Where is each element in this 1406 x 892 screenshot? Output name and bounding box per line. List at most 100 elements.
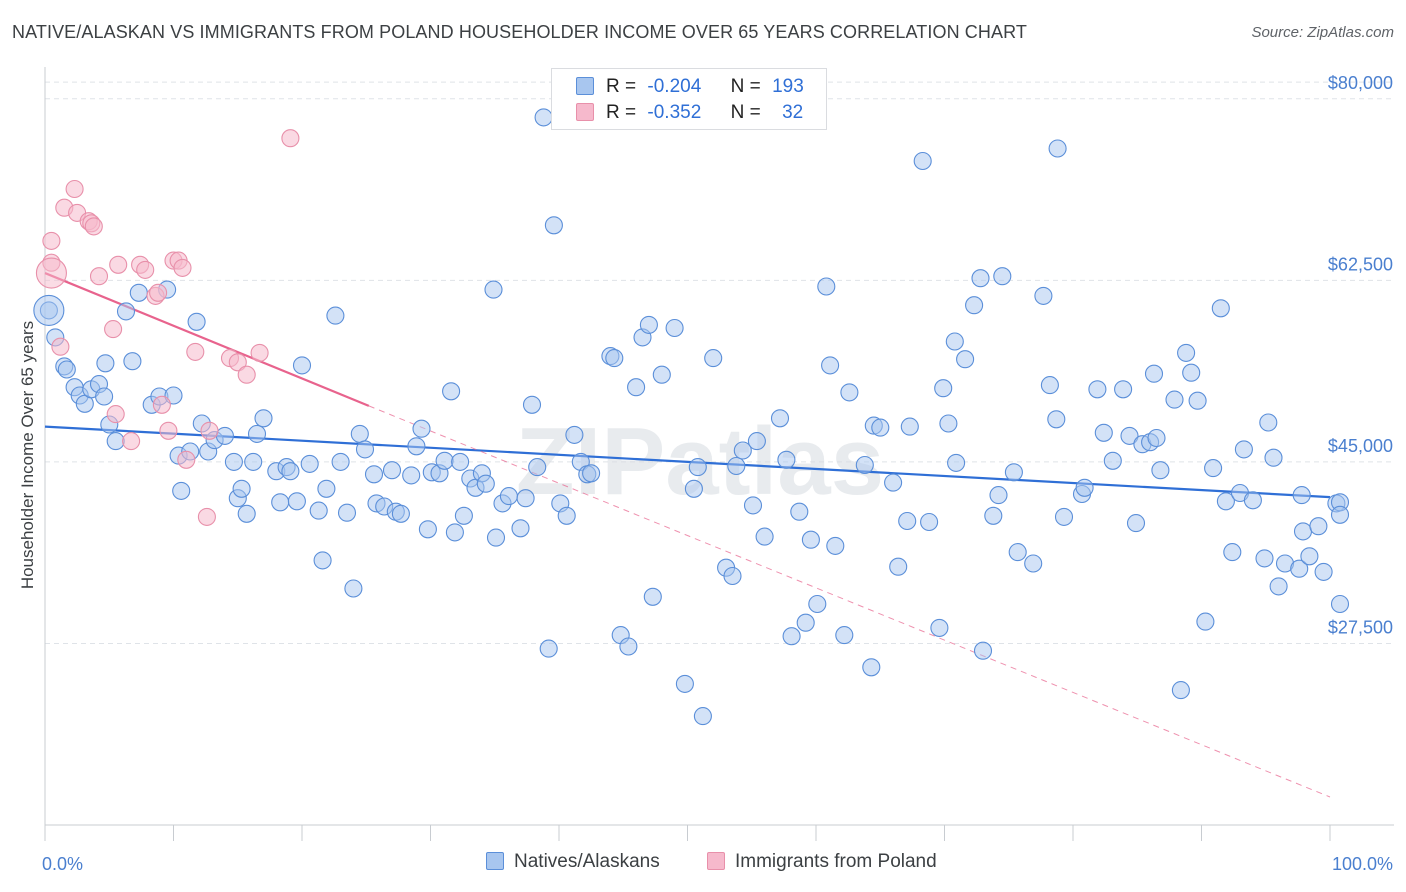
native-point [898,511,917,531]
poland-point [237,365,256,384]
legend-n-value: 32 [782,102,804,123]
native-point [539,639,558,658]
native-point [331,452,350,471]
native-point [1330,594,1350,614]
native-point [281,462,300,481]
poland-point [173,258,192,277]
native-point [1243,491,1262,510]
native-point [1188,391,1207,410]
native-point [1008,543,1027,562]
native-point [1234,440,1253,459]
series-label-poland: Immigrants from Poland [735,851,937,872]
poland-point [197,507,216,526]
native-point [871,418,890,437]
native-point [693,707,712,726]
native-point [727,456,746,476]
native-point [989,486,1008,505]
native-point [889,557,908,576]
native-point [364,465,384,484]
legend-r-label: R = [606,76,637,97]
native-point [821,356,840,375]
native-point [1264,448,1283,467]
chart-title: NATIVE/ALASKAN VS IMMIGRANTS FROM POLAND… [12,22,1027,42]
native-point [534,108,553,127]
series-swatch-blue [486,852,504,870]
y-tick-label: $45,000 [1328,436,1393,456]
native-point [993,267,1012,286]
native-point [808,594,827,614]
legend-r-label: R = [606,102,637,123]
native-point [254,409,273,428]
poland-point [51,337,70,356]
native-point [755,527,774,546]
legend-n-value: 193 [772,76,804,97]
x-axis: 0.0% 100.0% [42,824,1394,874]
poland-point [177,450,196,469]
native-point [317,479,336,498]
native-point [407,437,426,456]
legend-r-value: -0.204 [647,76,702,97]
native-point [733,441,752,460]
native-point [582,464,601,483]
native-point [522,395,542,414]
points-layer [33,108,1350,726]
poland-point [152,395,171,414]
native-point [605,349,624,368]
native-point [232,479,251,498]
native-point [884,473,903,492]
native-point [790,502,809,521]
native-point [435,451,454,470]
series-legend-natives[interactable]: Natives/Alaskans [486,851,660,873]
series-legend-poland[interactable]: Immigrants from Poland [707,851,937,873]
native-point [486,528,506,547]
native-point [1309,517,1328,536]
native-point [516,489,535,508]
native-point [350,424,369,443]
poland-point [42,231,61,250]
poland-trend-line [44,272,370,407]
poland-point [122,432,141,451]
native-point [840,383,859,402]
native-point [627,378,646,397]
native-point [1182,363,1201,382]
native-point [956,350,975,369]
native-point [1171,681,1190,700]
native-point [826,536,845,555]
native-point [123,352,142,371]
series-swatch-pink [707,852,725,870]
poland-point [136,260,155,279]
native-point [1314,562,1333,581]
native-point [187,312,206,331]
poland-point [200,421,219,440]
native-point [1024,554,1043,573]
native-point [292,356,312,375]
native-point [57,360,76,379]
native-point [337,503,357,522]
native-point [1259,413,1278,432]
native-point [96,354,115,373]
native-point [796,613,815,632]
native-point [947,453,966,472]
native-point [402,466,421,485]
x-tick-label: 0.0% [42,854,83,874]
native-point [862,658,881,677]
legend-row-natives: R = -0.204 N = 193 [576,76,804,100]
native-point [684,479,703,498]
native-point [106,432,125,451]
native-point [1177,343,1196,362]
native-point [1120,426,1139,445]
native-point [454,506,473,525]
native-point [747,432,766,451]
native-point [920,512,939,532]
native-point [1292,486,1311,505]
native-point [777,450,796,469]
legend-swatch-blue [576,77,594,95]
native-point [835,626,854,645]
poland-point [186,342,205,361]
native-point [557,506,576,525]
native-point [237,504,256,523]
native-point [1004,463,1023,482]
native-point [704,349,723,368]
y-tick-label: $27,500 [1328,617,1393,637]
native-point [1196,612,1215,631]
